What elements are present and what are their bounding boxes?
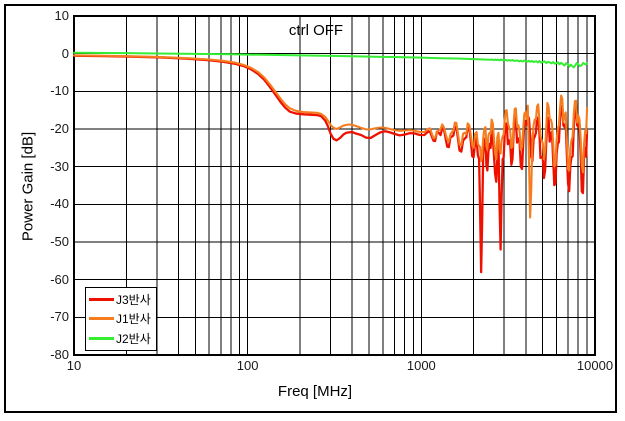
legend-item-label: J2반사: [116, 331, 151, 346]
x-tick-label: 1000: [406, 358, 436, 373]
y-tick-label: -70: [50, 309, 69, 325]
legend-item: J2반사: [86, 329, 156, 347]
y-tick-label: -60: [50, 271, 69, 287]
series-line: [73, 51, 589, 69]
y-tick-label: -20: [50, 121, 69, 136]
legend: J3반사 J1반사 J2반사: [85, 287, 157, 351]
x-tick-label: 10: [66, 358, 82, 373]
y-tick-label: -30: [50, 158, 69, 174]
x-tick-label: 100: [236, 358, 259, 373]
legend-item-label: J1반사: [116, 312, 151, 327]
series-line: [73, 54, 589, 219]
legend-color-line-icon: [89, 336, 114, 340]
legend-color-line-icon: [89, 317, 114, 321]
legend-item-label: J3반사: [116, 293, 151, 308]
series-line: [73, 54, 589, 274]
y-tick-label: 0: [61, 45, 69, 61]
y-tick-label: -80: [50, 347, 69, 362]
x-axis-title: Freq [MHz]: [277, 383, 353, 400]
y-tick-label: -10: [50, 83, 69, 99]
y-tick-label: -40: [50, 196, 69, 212]
y-tick-label: -50: [50, 234, 69, 249]
x-tick-label: 10000: [576, 358, 614, 373]
legend-item: J3반사: [86, 291, 156, 309]
chart-title: ctrl OFF: [288, 22, 344, 39]
y-axis-tick-labels: 10 0 -10 -20 -30 -40 -50 -60 -70 -80: [28, 0, 69, 421]
plot-border: [73, 15, 596, 356]
legend-color-line-icon: [89, 298, 114, 302]
legend-item: J1반사: [86, 310, 156, 328]
y-tick-label: 10: [54, 8, 69, 23]
